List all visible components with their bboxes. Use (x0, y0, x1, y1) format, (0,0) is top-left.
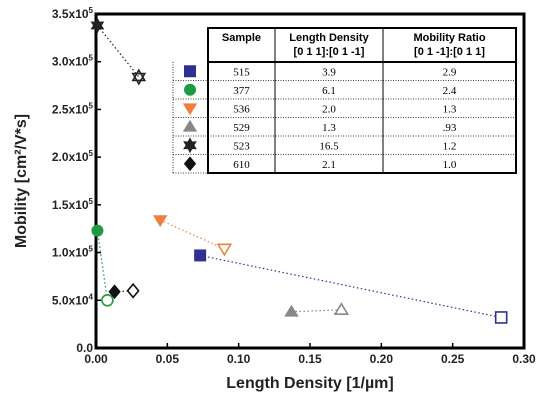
y-axis-ticks: 0.0 5.0x104 1.0x105 1.5x105 2.0x105 2.5x105 3.… (52, 6, 101, 355)
y-tick-label: 5.0x104 (52, 292, 94, 307)
data-point-open (101, 293, 114, 307)
y-tick-label: 3.5x105 (52, 6, 94, 21)
data-point-filled (91, 224, 104, 237)
y-tick-label: 1.0x105 (52, 245, 94, 260)
table-subheader: [0 1 -1]:[0 1 1] (414, 46, 485, 58)
table-cell: 536 (233, 103, 250, 115)
data-point-filled (90, 17, 105, 34)
y-tick-label: 1.5x105 (52, 197, 94, 212)
x-tick-label: 0.10 (227, 352, 251, 366)
data-point-filled (152, 215, 168, 228)
data-point-open (126, 282, 140, 299)
data-point-open (131, 68, 147, 86)
x-tick-label: 0.15 (298, 352, 322, 366)
table-cell: 1.3 (443, 103, 457, 115)
legend-marker (184, 83, 196, 96)
table-cell: 3.9 (322, 66, 336, 78)
table-cell: 377 (233, 85, 250, 97)
y-axis-label: Mobility [cm²/V*s] (13, 114, 30, 248)
table-cell: 529 (233, 122, 250, 134)
y-tick-label: 2.0x105 (52, 149, 94, 164)
data-point-open (333, 302, 350, 316)
data-point-filled (284, 304, 299, 317)
x-axis-ticks: 0.00 0.05 0.10 0.15 0.20 0.25 0.30 (84, 343, 536, 366)
table-cell: 2.1 (322, 159, 336, 171)
table-cell: .93 (443, 122, 457, 134)
data-markers (90, 17, 508, 324)
x-tick-label: 0.00 (84, 352, 108, 366)
table-cell: 1.3 (322, 122, 336, 134)
table-cell: 16.5 (319, 140, 339, 152)
table-border (207, 27, 517, 174)
star-stroke (131, 72, 147, 86)
series-connector (96, 230, 109, 301)
data-point-open (494, 311, 508, 324)
legend-table: Sample Length Density [0 1 1]:[0 1 -1] Mobi… (172, 27, 517, 174)
table-cell: 2.4 (443, 85, 457, 97)
y-tick-label: 3.0x105 (52, 54, 94, 69)
connector-lines (96, 25, 502, 319)
table-header: Length Density (289, 32, 369, 44)
legend-marker (184, 65, 196, 78)
data-point-open (216, 243, 233, 257)
table-header: Mobility Ratio (413, 32, 485, 44)
table-cell: 515 (233, 66, 250, 78)
table-cell: 1.0 (443, 159, 457, 171)
legend-marker (182, 103, 198, 116)
table-cell: 2.0 (322, 103, 336, 115)
y-tick-label: 0.0 (76, 341, 93, 355)
table-cell: 610 (233, 159, 250, 171)
series-connector (291, 309, 342, 313)
table-cell: 523 (233, 140, 250, 152)
legend-marker (183, 137, 197, 154)
data-point-filled (108, 284, 121, 300)
series-connector (200, 254, 502, 319)
data-point-filled (194, 249, 207, 262)
table-cell: 1.2 (443, 140, 457, 152)
series-connector (96, 25, 140, 78)
x-tick-label: 0.05 (156, 352, 180, 366)
legend-marker (183, 156, 197, 172)
legend-marker (182, 119, 198, 132)
x-tick-label: 0.25 (441, 352, 465, 366)
y-tick-label: 2.5x105 (52, 101, 94, 116)
x-tick-label: 0.30 (512, 352, 536, 366)
x-tick-label: 0.20 (370, 352, 394, 366)
star-stroke (131, 68, 147, 82)
table-header: Sample (222, 32, 261, 44)
table-cell: 2.9 (443, 66, 457, 78)
table-cell: 6.1 (322, 85, 336, 97)
table-subheader: [0 1 1]:[0 1 -1] (294, 46, 365, 58)
series-connector (114, 290, 134, 293)
x-axis-label: Length Density [1/µm] (226, 375, 393, 392)
series-connector (159, 219, 225, 250)
